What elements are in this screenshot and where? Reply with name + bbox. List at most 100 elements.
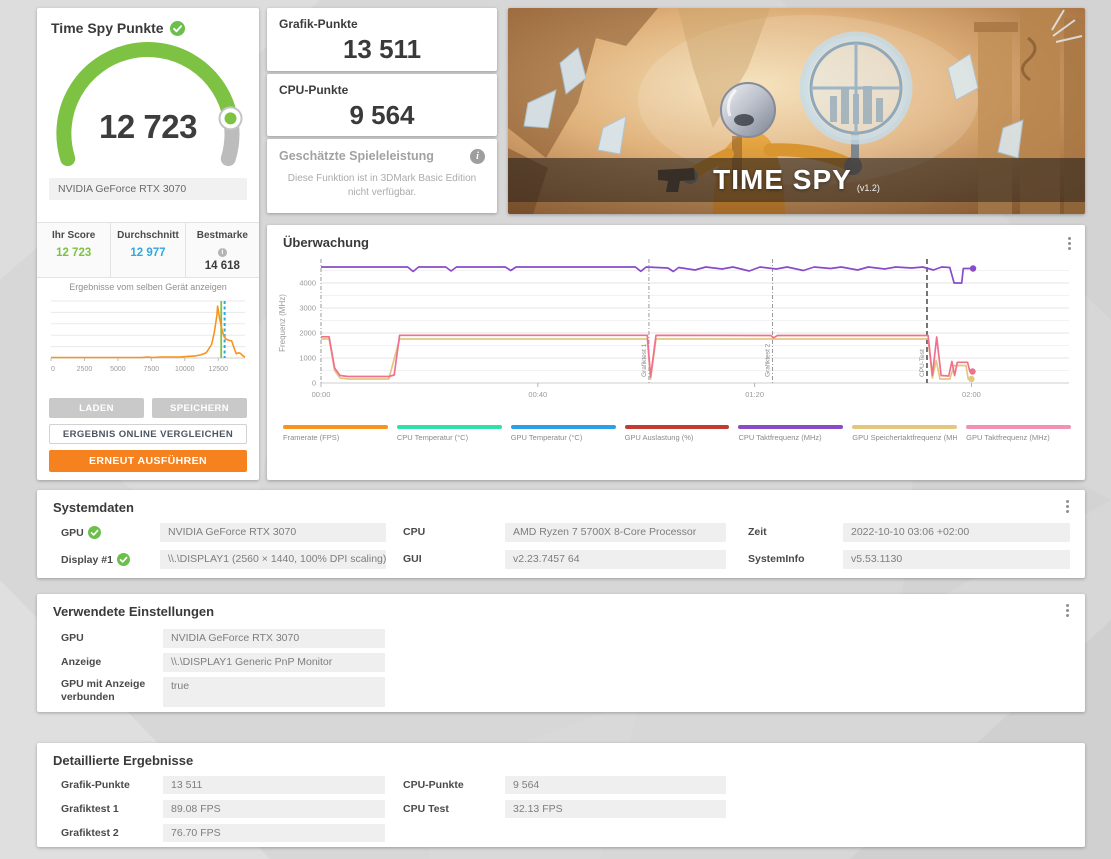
your-score-value: 12 723	[56, 247, 92, 259]
svg-text:1000: 1000	[299, 354, 316, 363]
compare-online-button[interactable]: ERGEBNIS ONLINE VERGLEICHEN	[49, 424, 247, 444]
gui-value: v2.23.7457 64	[505, 550, 726, 569]
cpu-label: CPU	[403, 526, 426, 538]
monitoring-panel: Überwachung 0 1000 2000 3000 4000 Frequenz (M…	[267, 225, 1085, 480]
save-button[interactable]: SPEICHERN	[152, 398, 247, 418]
svg-text:CPU-Test: CPU-Test	[919, 349, 926, 377]
best-score-info-icon[interactable]: i	[217, 248, 227, 257]
graphics-test-1-label: Grafiktest 1	[61, 803, 119, 815]
legend-color-bar	[283, 425, 388, 429]
legend-label: GPU Taktfrequenz (MHz)	[966, 433, 1050, 442]
graphics-score-card: Grafik-Punkte 13 511	[267, 8, 497, 71]
legend-color-bar	[510, 425, 616, 429]
overall-score-value: 12 723	[99, 108, 197, 145]
settings-gpu-connected-value: true	[163, 677, 385, 707]
kebab-menu-icon[interactable]	[1064, 602, 1071, 619]
info-icon[interactable]: i	[470, 149, 485, 164]
score-panel-header: Time Spy Punkte	[51, 20, 185, 36]
legend-color-bar	[966, 425, 1072, 429]
cpu-score-detail-value: 9 564	[505, 776, 726, 794]
estimated-performance-card: Geschätzte Spieleleistung i Diese Funkti…	[267, 139, 497, 213]
svg-text:01:20: 01:20	[745, 390, 764, 399]
gpu-value: NVIDIA GeForce RTX 3070	[160, 523, 386, 542]
time-label: Zeit	[748, 526, 767, 538]
svg-text:0: 0	[312, 379, 316, 388]
legend-item[interactable]: CPU Taktfrequenz (MHz)	[738, 425, 844, 442]
legend-item[interactable]: GPU Temperatur (°C)	[510, 425, 616, 442]
score-panel-title: Time Spy Punkte	[51, 20, 164, 36]
legend-label: Framerate (FPS)	[283, 433, 340, 442]
cpu-score-title: CPU-Punkte	[279, 83, 349, 97]
average-score-label: Durchschnitt	[117, 230, 179, 241]
graphics-test-2-label: Grafiktest 2	[61, 827, 119, 839]
settings-display-label: Anzeige	[61, 656, 102, 668]
same-device-results-link[interactable]: Ergebnisse vom selben Gerät anzeigen	[69, 282, 227, 292]
svg-text:00:40: 00:40	[528, 390, 547, 399]
monitoring-legend: Framerate (FPS) CPU Temperatur (°C) GPU Te…	[283, 425, 1072, 442]
your-score-column: Ihr Score 12 723	[37, 223, 110, 277]
settings-gpu-connected-label: GPU mit Anzeige verbunden	[61, 678, 146, 704]
monitoring-title: Überwachung	[283, 235, 369, 250]
settings-display-value: \\.\DISPLAY1 Generic PnP Monitor	[163, 653, 385, 672]
banner-title: TIME SPY	[713, 164, 852, 195]
svg-text:00:00: 00:00	[312, 390, 331, 399]
svg-text:5000: 5000	[110, 366, 126, 373]
legend-item[interactable]: GPU Taktfrequenz (MHz)	[966, 425, 1072, 442]
score-gauge	[48, 38, 248, 170]
cpu-value: AMD Ryzen 7 5700X 8-Core Processor	[505, 523, 726, 542]
svg-text:Frequenz (MHz): Frequenz (MHz)	[278, 294, 287, 352]
display-label: Display #1	[61, 553, 130, 566]
gui-label: GUI	[403, 553, 422, 565]
detailed-results-panel: Detaillierte Ergebnisse Grafik-Punkte 13…	[37, 743, 1085, 847]
svg-text:0: 0	[51, 366, 55, 373]
cpu-score-value: 9 564	[349, 100, 415, 130]
time-spy-score-panel: Time Spy Punkte 12 723 NVIDIA GeForce RT…	[37, 8, 259, 480]
time-value: 2022-10-10 03:06 +02:00	[843, 523, 1070, 542]
run-again-button[interactable]: ERNEUT AUSFÜHREN	[49, 450, 247, 472]
your-score-label: Ihr Score	[51, 230, 96, 241]
legend-label: CPU Temperatur (°C)	[396, 433, 469, 442]
best-score-value: 14 618	[204, 260, 240, 272]
legend-color-bar	[852, 425, 958, 429]
legend-label: GPU Speichertaktfrequenz (MHz)	[852, 433, 958, 442]
legend-color-bar	[396, 425, 502, 429]
graphics-test-2-value: 76.70 FPS	[163, 824, 385, 842]
estimated-performance-text: Diese Funktion ist in 3DMark Basic Editi…	[287, 173, 477, 198]
kebab-menu-icon[interactable]	[1066, 235, 1073, 252]
legend-color-bar	[738, 425, 844, 429]
graphics-score-label: Grafik-Punkte	[61, 779, 130, 791]
check-icon	[116, 553, 130, 566]
display-value: \\.\DISPLAY1 (2560 × 1440, 100% DPI scal…	[160, 550, 386, 569]
legend-label: CPU Taktfrequenz (MHz)	[738, 433, 822, 442]
cpu-score-card: CPU-Punkte 9 564	[267, 74, 497, 136]
graphics-score-detail-value: 13 511	[163, 776, 385, 794]
legend-item[interactable]: CPU Temperatur (°C)	[396, 425, 502, 442]
average-score-value: 12 977	[130, 247, 166, 259]
score-distribution-chart: 0 2500 5000 7500 10000 12500	[47, 296, 249, 381]
svg-text:7500: 7500	[144, 366, 160, 373]
svg-text:2000: 2000	[299, 329, 316, 338]
kebab-menu-icon[interactable]	[1064, 498, 1071, 515]
detailed-results-title: Detaillierte Ergebnisse	[53, 753, 194, 768]
settings-panel: Verwendete Einstellungen GPU NVIDIA GeFo…	[37, 594, 1085, 712]
legend-item[interactable]: Framerate (FPS)	[283, 425, 388, 442]
time-spy-banner: TIME SPY (v1.2)	[508, 8, 1085, 214]
estimated-performance-title: Geschätzte Spieleleistung	[279, 149, 434, 163]
system-data-panel: Systemdaten GPU NVIDIA GeForce RTX 3070 …	[37, 490, 1085, 578]
svg-text:4000: 4000	[299, 279, 316, 288]
cpu-test-label: CPU Test	[403, 803, 449, 815]
best-score-column: Bestmarke i 14 618	[184, 223, 259, 277]
best-score-label: Bestmarke	[196, 230, 248, 241]
cpu-score-label: CPU-Punkte	[403, 779, 464, 791]
monitoring-chart: 0 1000 2000 3000 4000 Frequenz (MHz) 00:00 00:4…	[278, 259, 1069, 399]
gpu-label: GPU	[61, 526, 101, 539]
legend-item[interactable]: GPU Auslastung (%)	[624, 425, 730, 442]
check-icon	[87, 526, 101, 539]
legend-item[interactable]: GPU Speichertaktfrequenz (MHz)	[852, 425, 958, 442]
svg-text:12500: 12500	[209, 366, 229, 373]
graphics-score-title: Grafik-Punkte	[279, 17, 358, 31]
score-comparison: Ihr Score 12 723 Durchschnitt 12 977 Bes…	[37, 222, 259, 278]
settings-title: Verwendete Einstellungen	[53, 604, 215, 619]
graphics-test-1-value: 89.08 FPS	[163, 800, 385, 818]
load-button[interactable]: LADEN	[49, 398, 144, 418]
